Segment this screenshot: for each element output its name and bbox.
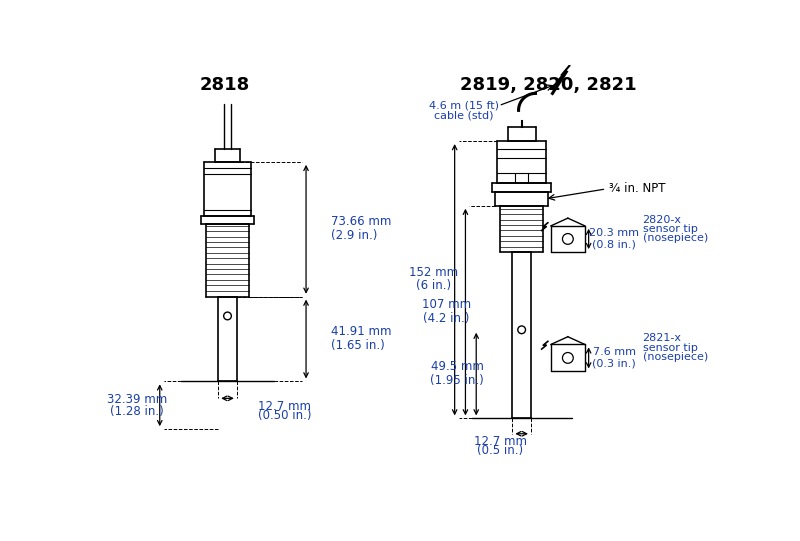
Text: 7.6 mm: 7.6 mm <box>593 347 635 357</box>
Text: 12.7 mm: 12.7 mm <box>474 435 526 448</box>
Text: (1.28 in.): (1.28 in.) <box>110 405 163 418</box>
Text: 4.6 m (15 ft): 4.6 m (15 ft) <box>429 101 499 111</box>
Text: sensor tip: sensor tip <box>642 224 698 234</box>
Text: 107 mm: 107 mm <box>422 298 470 311</box>
Text: cable (std): cable (std) <box>434 111 494 121</box>
Text: (1.65 in.): (1.65 in.) <box>331 339 386 352</box>
Text: 2820-x: 2820-x <box>642 215 682 225</box>
Text: 73.66 mm: 73.66 mm <box>331 215 392 228</box>
Text: 2818: 2818 <box>200 76 250 94</box>
Text: (0.50 in.): (0.50 in.) <box>258 409 312 422</box>
Text: 41.91 mm: 41.91 mm <box>331 325 392 338</box>
Text: 2821-x: 2821-x <box>642 333 682 344</box>
Text: 32.39 mm: 32.39 mm <box>106 393 166 406</box>
Text: 12.7 mm: 12.7 mm <box>258 400 311 413</box>
Text: (nosepiece): (nosepiece) <box>642 233 708 243</box>
Text: 20.3 mm: 20.3 mm <box>589 228 639 238</box>
Text: (0.8 in.): (0.8 in.) <box>592 239 636 249</box>
Text: 152 mm: 152 mm <box>409 266 458 279</box>
Text: (0.3 in.): (0.3 in.) <box>592 358 636 368</box>
Text: (6 in.): (6 in.) <box>415 279 450 292</box>
Text: (2.9 in.): (2.9 in.) <box>331 229 378 242</box>
Text: 49.5 mm: 49.5 mm <box>430 360 483 373</box>
Text: (4.2 in.): (4.2 in.) <box>423 312 470 325</box>
Text: (nosepiece): (nosepiece) <box>642 352 708 362</box>
Text: (0.5 in.): (0.5 in.) <box>477 444 523 457</box>
Text: (1.95 in.): (1.95 in.) <box>430 374 484 387</box>
Text: sensor tip: sensor tip <box>642 342 698 353</box>
Text: ¾ in. NPT: ¾ in. NPT <box>609 182 665 195</box>
Text: 2819, 2820, 2821: 2819, 2820, 2821 <box>460 76 637 94</box>
